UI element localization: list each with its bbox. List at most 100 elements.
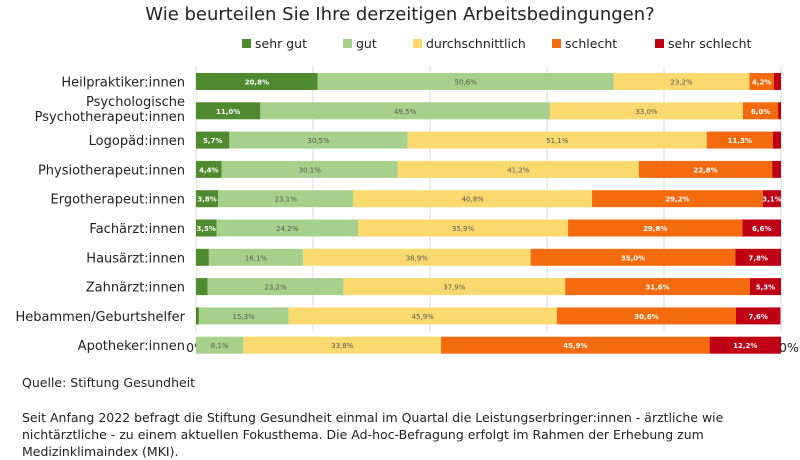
data-label: 33,8% [331,342,354,350]
bar-segment [198,307,289,325]
legend-label: gut [356,36,377,51]
data-label: 40,8% [462,196,485,204]
category-label-line: Apotheker:innen [78,339,185,354]
data-label: 49,5% [394,108,417,116]
data-label: 5,3% [756,284,775,292]
bar-segment [742,219,781,237]
legend-swatch [655,39,664,48]
data-label: 35,9% [452,225,475,233]
data-label: 30,6% [634,313,658,321]
bar-segment [397,160,639,178]
category-label-line: Hausärzt:innen [86,251,185,266]
data-label: 23,2% [264,284,287,292]
data-label: 50,6% [455,79,478,87]
bar-segment [358,219,569,237]
chart-title: Wie beurteilen Sie Ihre derzeitigen Arbe… [145,4,654,25]
data-label: 15,3% [233,313,256,321]
category-label: Psychologische Psychotherapeut:innen [35,95,185,125]
data-label: 3,5% [197,225,216,233]
bar-segment [218,190,354,208]
data-label: 31,6% [645,284,669,292]
bar-segment [762,190,781,208]
category-label: Ergotherapeut:innen [51,193,185,208]
legend-label: durchschnittlich [426,36,526,51]
bar-segment [568,219,743,237]
data-label: 16,1% [245,254,268,262]
data-label: 33,0% [635,108,658,116]
bar-segment [706,131,773,149]
bar-segment [229,131,408,149]
bar-segment [260,102,550,120]
data-label: 23,2% [670,79,693,87]
bar-segment [565,278,750,296]
bar-segment [530,248,736,266]
bar-segment [441,336,710,354]
data-label: 7,8% [748,254,767,262]
data-label: 6,6% [752,225,771,233]
bar-segment [196,102,261,120]
bar-segment [196,248,209,266]
data-label: 51,1% [546,137,569,145]
data-label: 30,1% [299,166,322,174]
data-label: 20,8% [245,79,269,87]
bar-segment [638,160,773,178]
category-label-line: Ergotherapeut:innen [51,193,185,208]
data-label: 45,9% [563,342,587,350]
bar-segment [772,131,781,149]
category-label-line: Physiotherapeut:innen [38,163,185,178]
legend-swatch [343,39,352,48]
category-label: Physiotherapeut:innen [38,163,185,178]
legend-label: schlecht [565,36,617,51]
bar-segment [749,278,781,296]
bar-segment [196,278,208,296]
bar-segment [216,219,359,237]
category-label: Fachärzt:innen [89,222,185,237]
category-label: Zahnärzt:innen [86,281,185,296]
legend-swatch [242,39,251,48]
data-label: 29,2% [665,196,689,204]
bar-segment [317,73,614,90]
bar-segment [196,73,318,90]
category-label: Apotheker:innen [78,339,185,354]
bar-segment [735,248,781,266]
bar-segment [196,307,199,325]
category-label-line: Psychologische [86,95,185,110]
bar-segment [742,102,779,120]
category-label-line: Zahnärzt:innen [86,281,185,296]
bar-segment [772,160,781,178]
legend-swatch [413,39,422,48]
stacked-bar-chart: Wie beurteilen Sie Ihre derzeitigen Arbe… [16,4,799,355]
category-label-line: Logopäd:innen [89,134,185,149]
category-label: Heilpraktiker:innen [61,76,185,91]
bar-segment [343,278,566,296]
bar-segment [592,190,763,208]
category-label: Hebammen/Geburtshelfer [16,310,186,325]
category-label-line: Heilpraktiker:innen [61,76,185,91]
data-label: 4,4% [199,166,218,174]
data-label: 3,8% [197,196,216,204]
legend-label: sehr schlecht [668,36,752,51]
bar-segment [303,248,531,266]
bar-segment [773,73,781,90]
data-label: 8,1% [211,342,229,350]
data-label: 4,2% [752,79,771,87]
category-label-line: Hebammen/Geburtshelfer [16,310,186,325]
bar-segment [243,336,442,354]
source-note: Quelle: Stiftung Gesundheit [22,375,196,390]
bar-segment [196,190,219,208]
category-label-line: Fachärzt:innen [89,222,185,237]
bar-segment [778,102,781,120]
data-label: 37,9% [443,284,466,292]
legend-swatch [552,39,561,48]
bar-segment [208,248,304,266]
bar-segment [613,73,750,90]
data-label: 5,7% [203,137,222,145]
data-label: 6,0% [751,108,770,116]
bar-segment [196,219,217,237]
bar-segment [207,278,344,296]
category-label: Logopäd:innen [89,134,185,149]
category-label-line: Psychotherapeut:innen [35,110,185,125]
footnote: Seit Anfang 2022 befragt die Stiftung Ge… [22,410,724,459]
bar-segment [709,336,781,354]
bar-segment [556,307,736,325]
